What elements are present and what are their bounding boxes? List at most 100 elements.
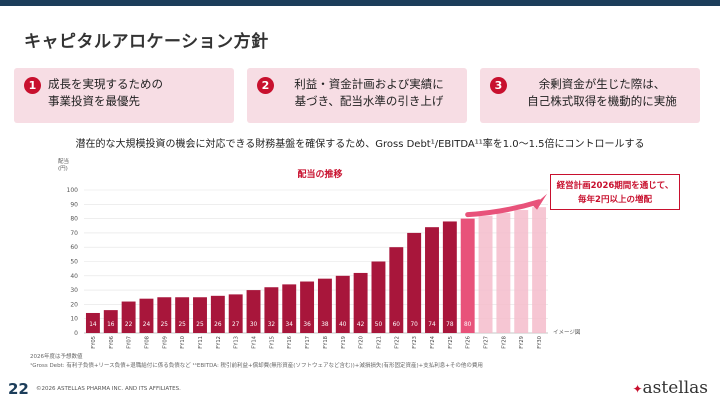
x-tick-label: FY30 [537,336,543,349]
x-tick-label: FY20 [359,336,365,349]
bar [85,312,100,333]
bar-data-label: 22 [125,322,133,328]
y-tick-label: 50 [70,259,78,266]
bar-data-label: 50 [375,322,383,328]
bar [210,295,225,333]
bar-data-label: 34 [286,322,294,328]
x-tick-label: FY18 [323,336,329,349]
bar [264,287,279,333]
bar [460,218,475,333]
x-tick-label: FY05 [91,336,97,349]
bar-data-label: 40 [339,322,347,328]
bar-data-label: 70 [410,322,418,328]
growth-arrow [465,199,542,218]
y-tick-label: 30 [70,287,78,294]
x-tick-label: FY26 [466,336,472,349]
footer: 22 ©2026 ASTELLAS PHARMA INC. AND ITS AF… [0,372,720,407]
bar [300,281,315,333]
star-icon: ✦ [632,382,643,396]
x-tick-label: FY21 [376,336,382,349]
bar [389,247,404,333]
bar-data-label: 25 [196,322,204,328]
x-tick-label: FY17 [305,336,311,349]
footnote-forecast: 2026年度は予想数値 [30,354,83,360]
x-tick-label: FY11 [198,336,204,349]
astellas-logo: ✦astellas [632,378,708,398]
x-tick-label: FY22 [394,336,400,349]
pillar-number: 3 [490,77,507,94]
bar-data-label: 25 [178,322,186,328]
x-tick-label: FY12 [216,336,222,349]
bar [175,297,190,333]
bar-data-label: 78 [446,322,454,328]
x-tick-label: FY27 [484,336,490,349]
copyright: ©2026 ASTELLAS PHARMA INC. AND ITS AFFIL… [36,386,181,392]
pillar-text: 余剰資金が生じた際は、 自己株式取得を機動的に実施 [527,77,677,108]
pillar-number: 1 [24,77,41,94]
callout-box: 経営計画2026期間を通じて、 毎年2円以上の増配 [550,174,680,210]
pillar-card-2: 2 利益・資金計画および実績に 基づき、配当水準の引き上げ [247,68,467,123]
x-tick-label: FY15 [269,336,275,349]
projection-bar [496,212,511,333]
growth-arrowhead [533,193,548,210]
projection-bar [478,215,493,333]
bar-data-label: 26 [214,322,222,328]
pillar-number: 2 [257,77,274,94]
x-tick-label: FY19 [341,336,347,349]
image-note: イメージ図 [553,330,581,336]
projection-bar [514,210,529,333]
bar-data-label: 16 [107,322,115,328]
bar [425,227,439,333]
bar-data-label: 25 [161,322,169,328]
y-tick-label: 70 [70,230,78,237]
bar-data-label: 74 [428,322,436,328]
page-number: 22 [8,380,29,398]
bar-data-label: 32 [268,322,276,328]
x-tick-label: FY09 [162,336,168,349]
bar [121,301,136,333]
x-tick-label: FY07 [127,336,133,349]
bar-data-label: 27 [232,322,240,328]
x-tick-label: FY08 [144,336,150,349]
bar [246,290,261,333]
bar-data-label: 80 [464,322,472,328]
x-tick-label: FY13 [234,336,240,349]
y-tick-label: 60 [70,244,78,251]
bar [139,298,154,333]
bar [353,272,368,333]
bar-data-label: 42 [357,322,365,328]
bar [282,284,297,333]
pillar-card-1: 1 成長を実現するための 事業投資を最優先 [14,68,234,123]
bar [193,297,207,333]
bar-data-label: 24 [143,322,151,328]
x-tick-label: FY28 [501,336,507,349]
y-tick-label: 80 [70,216,78,223]
x-tick-label: FY23 [412,336,418,349]
bar-data-label: 14 [89,322,97,328]
x-tick-label: FY10 [180,336,186,349]
dividend-chart: 0 10 20 30 40 50 60 70 80 90 100 14 FY05 16 FY06 22 FY07… [67,187,548,349]
footnote-definitions: ¹Gross Debt: 有利子負債+リース負債+退職給付に係る負債など ¹¹E… [30,363,483,369]
pillar-card-3: 3 余剰資金が生じた際は、 自己株式取得を機動的に実施 [480,68,700,123]
x-tick-label: FY24 [430,335,436,348]
bar [335,275,350,333]
x-tick-label: FY16 [287,336,293,349]
page-title: キャピタルアロケーション方針 [24,32,269,52]
pillar-text: 成長を実現するための 事業投資を最優先 [48,77,163,108]
x-tick-label: FY25 [448,336,454,349]
y-tick-label: 90 [70,201,78,208]
bar [228,294,243,333]
bar-data-label: 60 [393,322,401,328]
bar [103,310,118,333]
top-bar [0,0,720,6]
chart-title: 配当の推移 [297,170,343,180]
y-tick-label: 20 [70,301,78,308]
x-tick-label: FY29 [519,336,525,349]
x-tick-label: FY06 [109,336,115,349]
y-tick-label: 0 [74,330,78,337]
bar [317,278,332,333]
projection-bar [532,207,547,333]
pillar-text: 利益・資金計画および実績に 基づき、配当水準の引き上げ [294,77,444,108]
x-tick-label: FY14 [252,335,258,348]
bar [371,261,386,333]
